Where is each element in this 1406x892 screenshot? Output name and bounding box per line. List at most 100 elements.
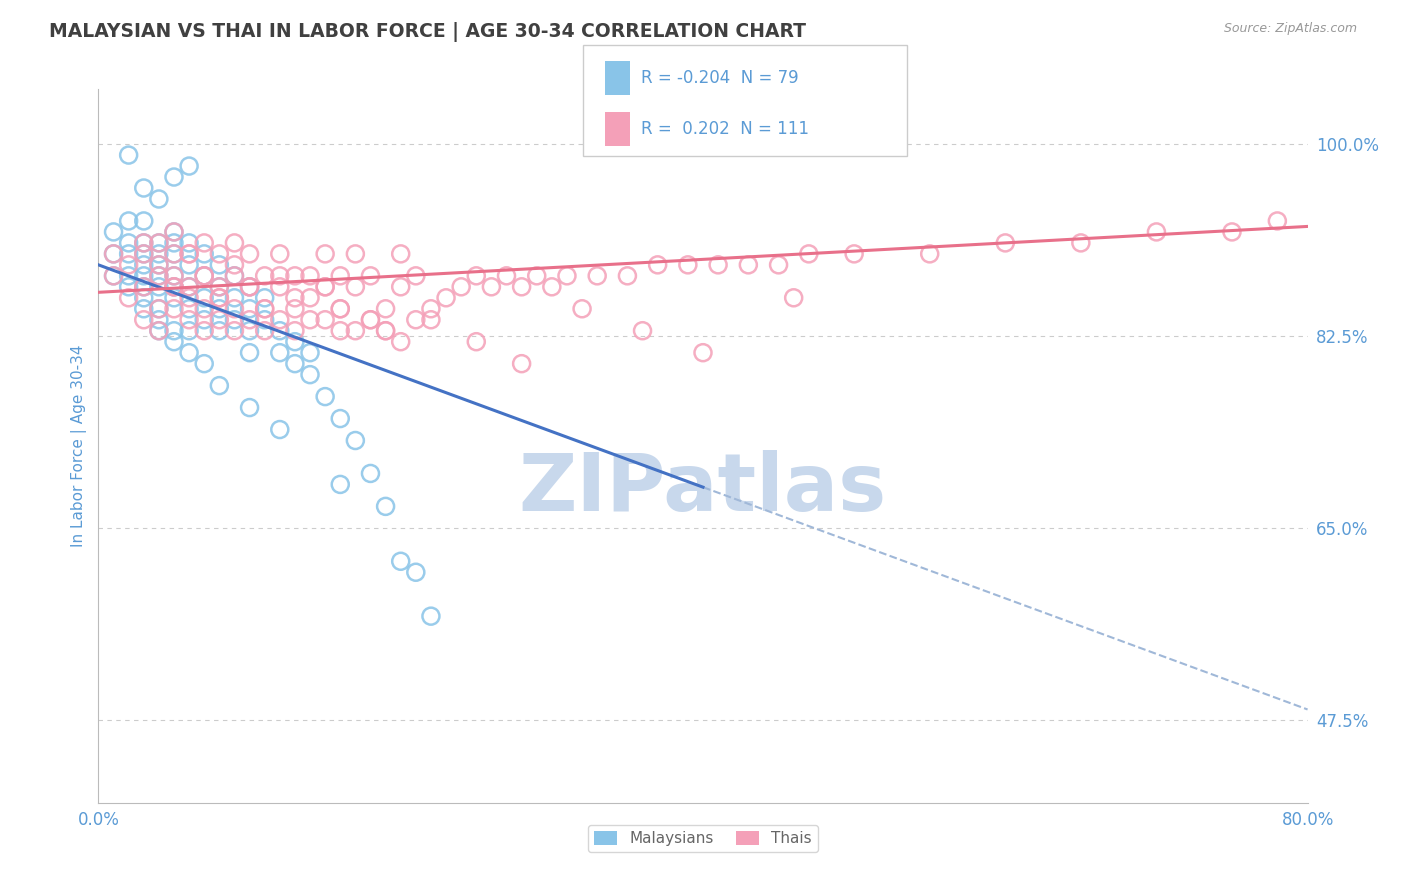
Point	[148, 235, 170, 250]
Point	[163, 301, 186, 316]
Point	[329, 324, 352, 338]
Point	[707, 258, 730, 272]
Point	[103, 225, 125, 239]
Point	[224, 258, 246, 272]
Point	[193, 247, 215, 261]
Point	[208, 312, 231, 326]
Point	[571, 301, 593, 316]
Point	[193, 301, 215, 316]
Point	[616, 268, 638, 283]
Point	[132, 280, 155, 294]
Point	[526, 268, 548, 283]
Point	[148, 268, 170, 283]
Point	[163, 225, 186, 239]
Point	[118, 258, 141, 272]
Point	[193, 291, 215, 305]
Point	[148, 268, 170, 283]
Point	[132, 258, 155, 272]
Point	[193, 268, 215, 283]
Point	[179, 159, 201, 173]
Point	[132, 247, 155, 261]
Point	[103, 268, 125, 283]
Point	[918, 247, 941, 261]
Point	[374, 324, 396, 338]
Point	[329, 477, 352, 491]
Point	[253, 301, 276, 316]
Point	[510, 280, 533, 294]
Point	[179, 324, 201, 338]
Point	[555, 268, 578, 283]
Text: MALAYSIAN VS THAI IN LABOR FORCE | AGE 30-34 CORRELATION CHART: MALAYSIAN VS THAI IN LABOR FORCE | AGE 3…	[49, 22, 806, 42]
Point	[389, 334, 412, 349]
Point	[224, 301, 246, 316]
Point	[389, 554, 412, 568]
Point	[208, 258, 231, 272]
Point	[148, 301, 170, 316]
Point	[118, 291, 141, 305]
Point	[239, 301, 262, 316]
Point	[148, 247, 170, 261]
Point	[179, 280, 201, 294]
Point	[269, 268, 291, 283]
Point	[118, 148, 141, 162]
Point	[1070, 235, 1092, 250]
Point	[510, 357, 533, 371]
Point	[420, 609, 443, 624]
Point	[224, 312, 246, 326]
Point	[420, 301, 443, 316]
Point	[179, 345, 201, 359]
Point	[692, 345, 714, 359]
Point	[132, 235, 155, 250]
Point	[344, 247, 367, 261]
Point	[208, 324, 231, 338]
Point	[179, 312, 201, 326]
Point	[118, 268, 141, 283]
Point	[344, 324, 367, 338]
Point	[208, 291, 231, 305]
Point	[103, 247, 125, 261]
Point	[132, 235, 155, 250]
Point	[253, 268, 276, 283]
Point	[737, 258, 759, 272]
Point	[269, 324, 291, 338]
Point	[224, 324, 246, 338]
Point	[224, 291, 246, 305]
Point	[434, 291, 457, 305]
Point	[179, 235, 201, 250]
Point	[163, 247, 186, 261]
Point	[118, 214, 141, 228]
Point	[148, 258, 170, 272]
Point	[163, 280, 186, 294]
Point	[314, 247, 336, 261]
Point	[163, 334, 186, 349]
Point	[299, 368, 322, 382]
Point	[586, 268, 609, 283]
Point	[465, 334, 488, 349]
Y-axis label: In Labor Force | Age 30-34: In Labor Force | Age 30-34	[72, 344, 87, 548]
Point	[179, 247, 201, 261]
Point	[299, 345, 322, 359]
Point	[269, 345, 291, 359]
Point	[329, 411, 352, 425]
Point	[103, 247, 125, 261]
Point	[1146, 225, 1168, 239]
Point	[132, 301, 155, 316]
Point	[797, 247, 820, 261]
Point	[118, 247, 141, 261]
Point	[360, 312, 382, 326]
Point	[676, 258, 699, 272]
Point	[405, 268, 427, 283]
Point	[239, 280, 262, 294]
Point	[284, 357, 307, 371]
Point	[163, 324, 186, 338]
Point	[269, 280, 291, 294]
Point	[299, 312, 322, 326]
Point	[481, 280, 503, 294]
Point	[208, 301, 231, 316]
Point	[269, 423, 291, 437]
Point	[103, 268, 125, 283]
Point	[420, 312, 443, 326]
Point	[179, 258, 201, 272]
Point	[299, 268, 322, 283]
Point	[360, 467, 382, 481]
